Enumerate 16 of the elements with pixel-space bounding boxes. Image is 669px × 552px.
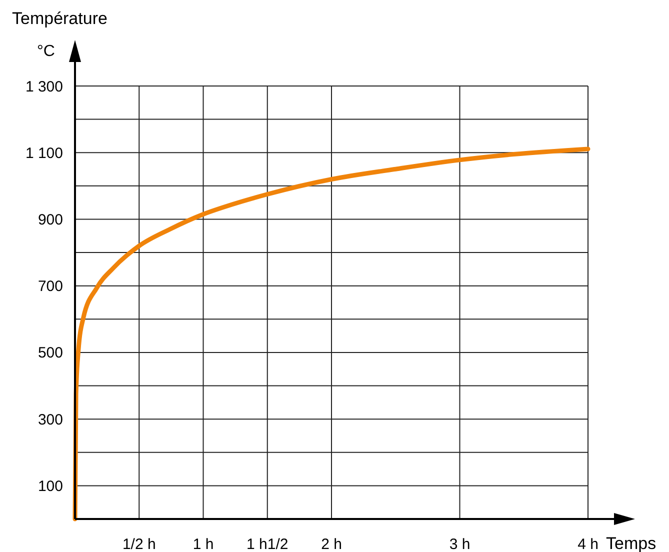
x-tick-label: 3 h [449,536,470,552]
y-tick-label: 1 300 [25,78,63,96]
x-tick-label: 2 h [321,536,342,552]
y-tick-label: 1 100 [25,144,63,162]
y-tick-label: 900 [38,211,63,228]
line-series [72,146,590,522]
text: °C [37,43,55,60]
y-tick-label: 500 [38,344,63,362]
x-tick-label: 4 h [578,536,598,552]
y-tick-label: 700 [38,278,63,296]
x-tick-label: 1 h [192,536,214,552]
y-tick-label: 100 [38,478,63,495]
y-tick-label: 300 [38,411,63,428]
x-tick-label: 1 h1/2 [246,536,288,552]
y-axis-title: Température [12,9,108,28]
x-tick-label: 1/2 h [122,536,156,552]
